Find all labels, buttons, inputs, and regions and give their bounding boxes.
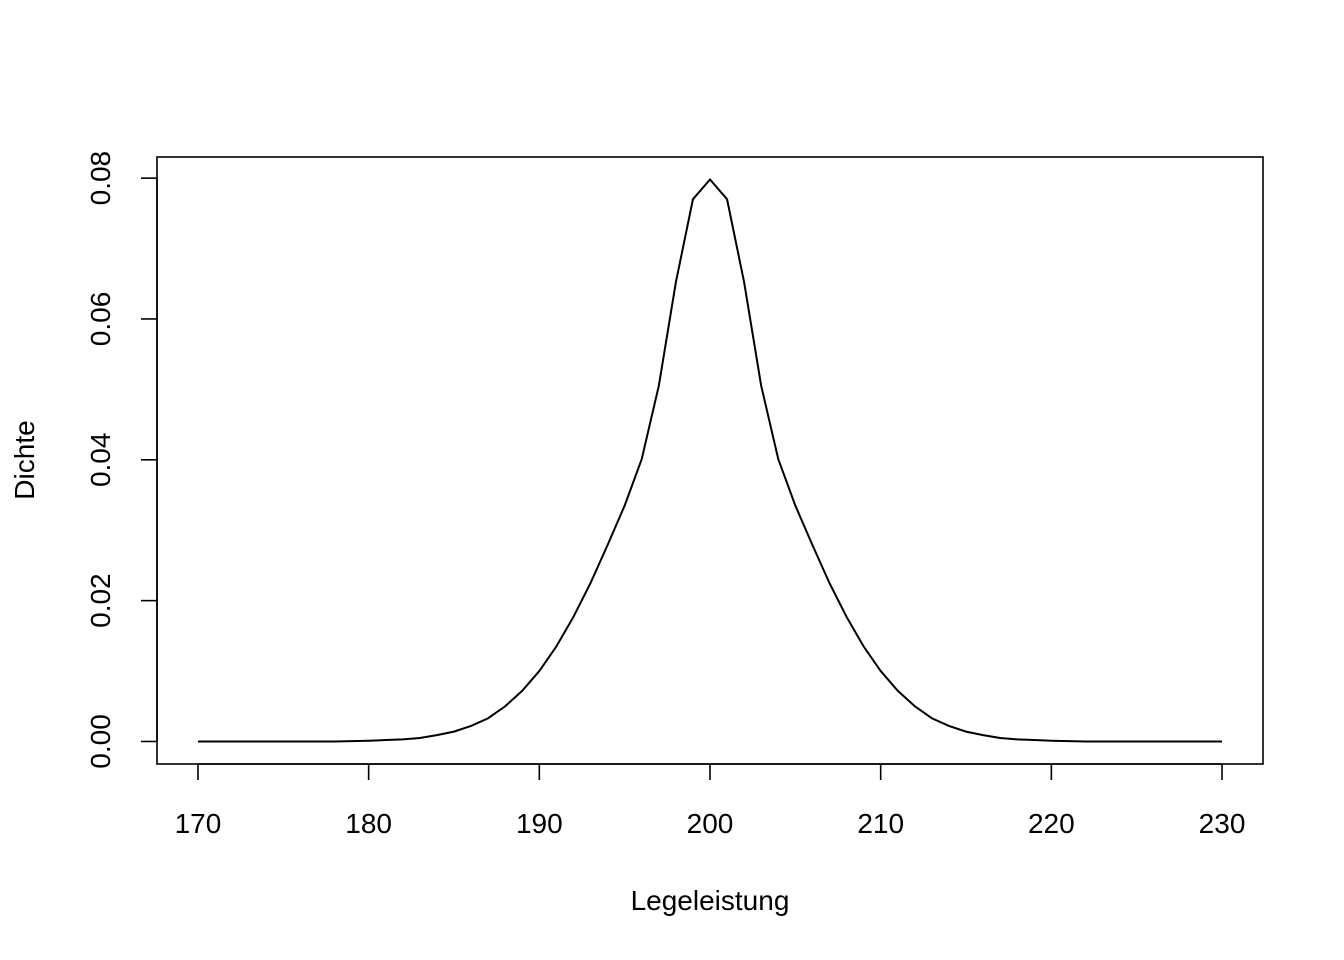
x-tick-label: 180 — [345, 808, 392, 839]
y-axis-label: Dichte — [9, 420, 40, 499]
x-tick-label: 200 — [687, 808, 734, 839]
x-tick-label: 220 — [1028, 808, 1075, 839]
x-tick-label: 170 — [175, 808, 222, 839]
x-axis-label: Legeleistung — [631, 885, 790, 916]
y-tick-label: 0.00 — [85, 714, 116, 769]
density-line — [197, 178, 1223, 743]
x-axis: 170 180 190 200 210 220 230 — [175, 763, 1246, 839]
y-axis: 0.00 0.02 0.04 0.06 0.08 — [85, 151, 158, 769]
y-tick-label: 0.06 — [85, 292, 116, 347]
x-tick-label: 210 — [857, 808, 904, 839]
y-tick-label: 0.02 — [85, 573, 116, 628]
y-tick-label: 0.04 — [85, 433, 116, 488]
y-tick-label: 0.08 — [85, 151, 116, 206]
x-tick-label: 230 — [1199, 808, 1246, 839]
x-tick-label: 190 — [516, 808, 563, 839]
plot-frame — [156, 156, 1264, 765]
